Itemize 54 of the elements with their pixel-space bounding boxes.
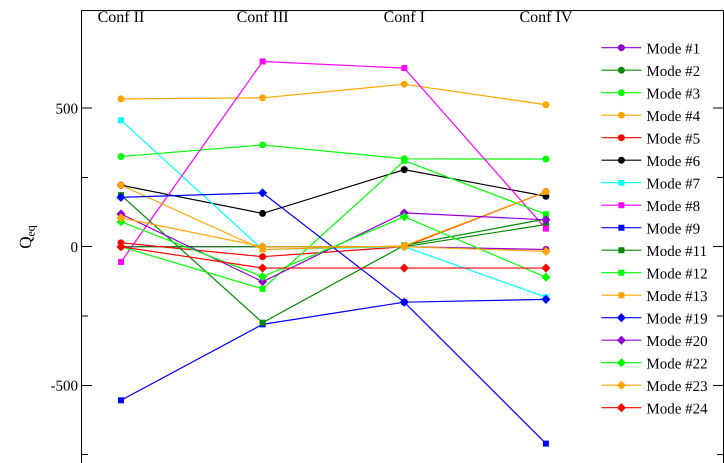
legend-label: Mode #5 [646, 132, 700, 148]
point [259, 94, 266, 102]
point [118, 397, 124, 404]
point [118, 258, 124, 265]
y-tick-label: -500 [50, 378, 78, 395]
point [260, 286, 266, 292]
legend-label: Mode #6 [646, 154, 701, 170]
point [400, 264, 409, 273]
point [400, 166, 408, 174]
point [541, 246, 550, 256]
point [118, 117, 124, 124]
point [260, 58, 266, 64]
legend-label: Mode #20 [646, 334, 708, 350]
legend-label: Mode #3 [646, 86, 700, 103]
legend-label: Mode #7 [646, 176, 701, 193]
point [541, 215, 550, 224]
point [258, 272, 268, 282]
point [542, 226, 549, 232]
point [258, 264, 268, 273]
point [258, 188, 268, 198]
point [259, 210, 266, 217]
point [116, 213, 126, 222]
point [400, 212, 409, 222]
point [259, 253, 266, 260]
legend-label: Mode #24 [646, 402, 708, 418]
x-tick-label: Conf IV [519, 9, 573, 26]
legend-label: Mode #19 [646, 312, 708, 328]
point [117, 153, 124, 160]
point [117, 95, 124, 102]
legend-label: Mode #12 [646, 266, 708, 283]
legend-label: Mode #9 [646, 222, 700, 238]
legend-label: Mode #1 [646, 42, 700, 58]
legend-label: Mode #2 [646, 64, 700, 80]
legend-label: Mode #22 [646, 356, 708, 373]
legend-label: Mode #8 [646, 199, 700, 216]
y-tick-label: 0 [70, 240, 78, 256]
point [401, 65, 408, 72]
legend-label: Mode #4 [646, 109, 701, 126]
point [400, 80, 408, 88]
point [541, 294, 550, 304]
point [542, 101, 550, 108]
point [542, 156, 550, 163]
y-tick-label: 500 [56, 101, 78, 118]
legend-label: Mode #23 [646, 379, 708, 396]
x-tick-label: Conf II [98, 9, 144, 26]
point [542, 440, 549, 447]
point [541, 272, 550, 282]
point [116, 192, 126, 202]
x-tick-label: Conf III [236, 9, 289, 26]
point [259, 141, 266, 148]
legend-label: Mode #11 [646, 244, 708, 260]
legend-label: Mode #13 [646, 289, 708, 306]
x-tick-label: Conf I [384, 9, 425, 26]
point [541, 264, 550, 273]
